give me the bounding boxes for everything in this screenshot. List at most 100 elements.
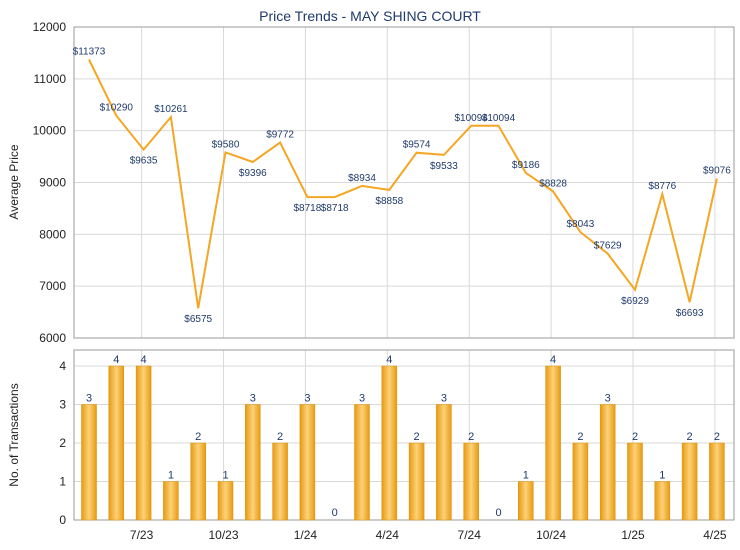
transaction-bar — [518, 481, 534, 521]
transaction-bar — [81, 404, 97, 521]
transaction-bar — [599, 404, 616, 521]
price-data-label: $9635 — [130, 156, 158, 167]
price-plot-frame — [73, 26, 735, 339]
transaction-bar-label: 3 — [304, 393, 310, 405]
price-data-label: $9580 — [212, 139, 240, 150]
price-y-tick-label: 11000 — [34, 72, 67, 86]
price-data-label: $9574 — [403, 140, 431, 151]
price-data-label: $8776 — [648, 181, 676, 192]
x-tick-label: 4/24 — [376, 528, 400, 542]
transaction-bar — [135, 365, 152, 521]
transaction-bar-label: 2 — [195, 431, 201, 443]
transaction-bar-label: 2 — [277, 431, 283, 443]
transaction-bar — [627, 442, 643, 521]
transaction-bar-label: 2 — [714, 431, 720, 443]
transaction-bar — [354, 404, 370, 521]
transaction-bar — [463, 442, 479, 521]
price-y-axis-label: Average Price — [7, 144, 21, 219]
transaction-bar-label: 4 — [113, 354, 119, 366]
price-data-label: $8718 — [293, 203, 321, 214]
transaction-bar — [408, 442, 425, 521]
transactions-y-tick-label: 3 — [59, 398, 66, 412]
price-data-label: $9533 — [430, 161, 458, 172]
transaction-bar-label: 1 — [168, 470, 174, 482]
price-data-label: $10094 — [482, 113, 516, 124]
price-data-label: $7629 — [594, 241, 622, 252]
price-y-tick-label: 8000 — [39, 227, 66, 241]
price-data-label: $8043 — [566, 219, 594, 230]
transaction-bar-label: 2 — [468, 431, 474, 443]
price-series-line — [88, 59, 718, 309]
price-y-tick-label: 12000 — [33, 20, 67, 34]
x-tick-label: 1/24 — [294, 528, 318, 542]
transaction-bar-label: 4 — [550, 354, 556, 366]
transaction-bar-label: 3 — [359, 393, 365, 405]
transaction-bar-label: 2 — [577, 431, 583, 443]
transactions-y-tick-label: 0 — [59, 513, 66, 527]
transaction-bar — [299, 404, 316, 521]
price-y-tick-label: 7000 — [39, 279, 66, 293]
price-data-label: $10261 — [154, 104, 188, 115]
x-tick-label: 1/25 — [621, 528, 645, 542]
price-data-labels: $11373 $10290 $9635 $10261 $6575 $9580 $9396 $9… — [73, 46, 732, 325]
price-data-label: $9186 — [512, 160, 540, 171]
transaction-bar-label: 4 — [386, 354, 392, 366]
price-data-label: $6693 — [676, 308, 704, 319]
transaction-bar-label: 3 — [250, 393, 256, 405]
price-panel: 12000 11000 10000 9000 8000 7000 6000 Average … — [7, 20, 735, 345]
price-data-label: $8934 — [348, 173, 376, 184]
price-data-label: $8858 — [375, 196, 403, 207]
transactions-y-tick-label: 1 — [59, 475, 66, 489]
transaction-bar — [108, 365, 125, 521]
transaction-bar — [217, 481, 234, 521]
transactions-y-tick-label: 4 — [59, 359, 66, 373]
transaction-bar — [681, 442, 698, 521]
transaction-bars: 3 4 4 1 2 1 3 2 3 0 3 4 2 3 2 0 1 4 2 3 2 1 2 2 — [81, 354, 725, 521]
transaction-bar — [381, 365, 398, 521]
transaction-bar-label: 1 — [659, 470, 665, 482]
x-tick-label: 7/23 — [130, 528, 154, 542]
transaction-bar — [190, 442, 206, 521]
price-data-label: $9772 — [266, 129, 294, 140]
transaction-bar — [245, 404, 261, 521]
price-data-label: $9076 — [703, 166, 731, 177]
x-tick-label: 10/23 — [208, 528, 238, 542]
price-data-label: $10094 — [455, 113, 489, 124]
x-tick-label: 7/24 — [458, 528, 482, 542]
transaction-bar-label: 3 — [86, 393, 92, 405]
transactions-panel: 4 3 2 1 0 No. of Transactions 3 4 4 1 2 1 3 2 3 0 3 4 2 3… — [7, 349, 735, 542]
price-data-label: $10290 — [100, 103, 134, 114]
transaction-bar — [163, 481, 179, 521]
transaction-bar — [654, 481, 671, 521]
transaction-bar-label: 2 — [632, 431, 638, 443]
transaction-bar-label: 1 — [222, 470, 228, 482]
price-data-label: $6575 — [184, 314, 212, 325]
transactions-y-ticks: 4 3 2 1 0 — [59, 359, 66, 527]
price-data-label: $8828 — [539, 178, 567, 189]
transaction-bar-label: 0 — [495, 507, 501, 519]
transaction-bar — [572, 442, 589, 521]
price-y-tick-label: 6000 — [39, 331, 66, 345]
transaction-bar — [272, 442, 288, 521]
transaction-bar — [545, 365, 561, 521]
price-y-tick-label: 9000 — [39, 176, 66, 190]
transaction-bar-label: 2 — [687, 431, 693, 443]
price-y-ticks: 12000 11000 10000 9000 8000 7000 6000 — [33, 20, 67, 345]
transaction-bar-label: 3 — [441, 393, 447, 405]
transaction-bar-label: 4 — [141, 354, 147, 366]
transaction-bar-label: 0 — [332, 507, 338, 519]
chart-title: Price Trends - MAY SHING COURT — [259, 8, 481, 24]
transactions-y-tick-label: 2 — [59, 436, 66, 450]
transaction-bar-label: 1 — [523, 470, 529, 482]
transactions-plot-frame — [73, 349, 735, 521]
transactions-y-axis-label: No. of Transactions — [7, 383, 21, 486]
x-axis-ticks: 7/23 10/23 1/24 4/24 7/24 10/24 1/25 4/25 — [130, 528, 727, 542]
price-data-label: $11373 — [73, 46, 106, 57]
price-y-tick-label: 10000 — [33, 124, 67, 138]
price-data-label: $9396 — [239, 168, 267, 179]
transaction-bar-label: 2 — [414, 431, 420, 443]
x-tick-label: 4/25 — [703, 528, 727, 542]
x-tick-label: 10/24 — [536, 528, 566, 542]
transaction-bar — [436, 404, 452, 521]
